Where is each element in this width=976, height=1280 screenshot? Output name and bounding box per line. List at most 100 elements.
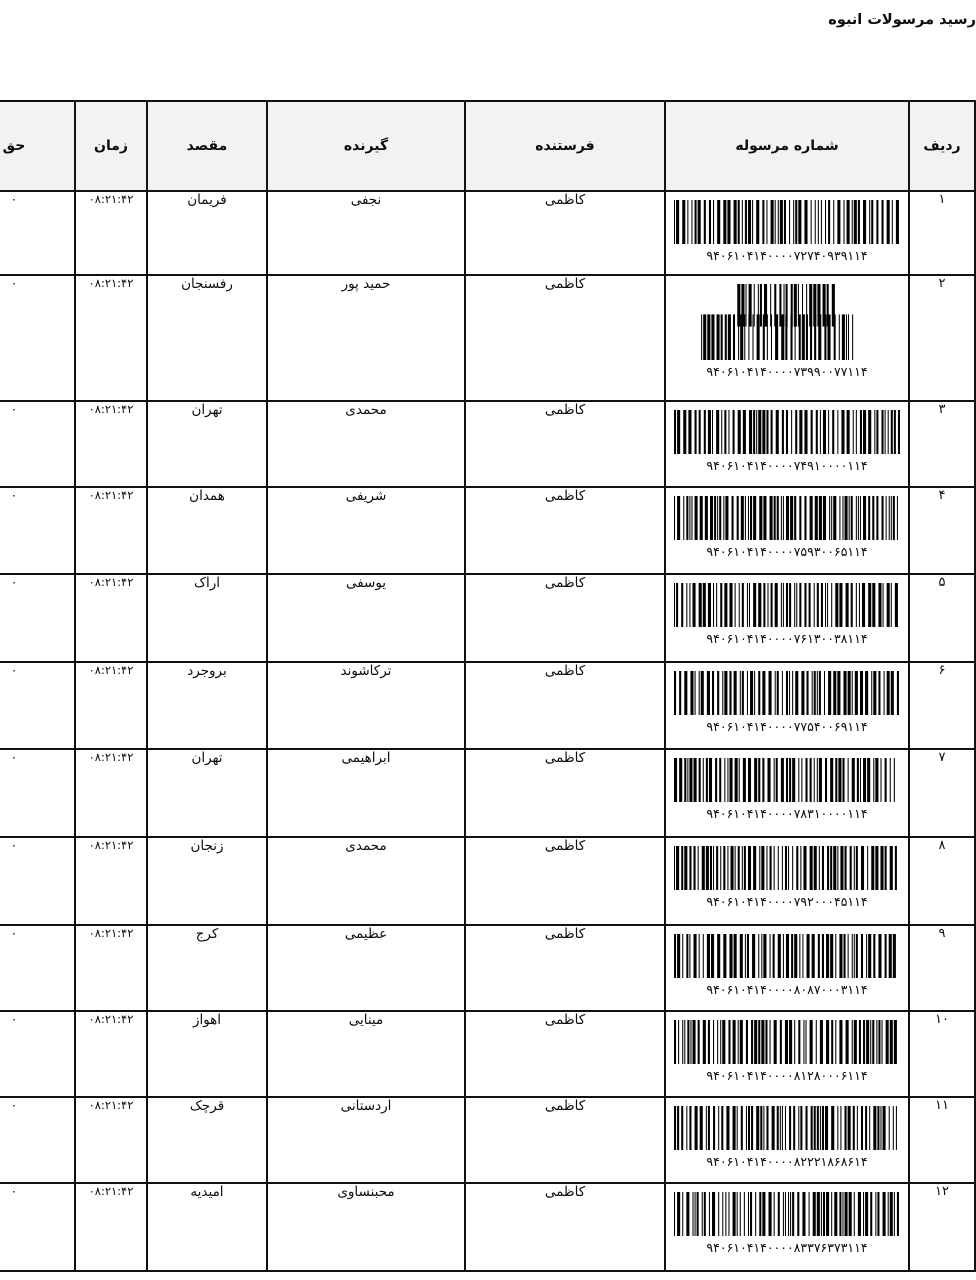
column-header-recipient: گیرنده (266, 100, 466, 192)
barcode-bars (674, 1192, 899, 1236)
cell-time: ۰۸:۲۱:۴۲ (74, 924, 148, 1012)
cell-recipient: شریفی (266, 486, 466, 575)
cell-tracking-barcode: ۹۴۰۶۱۰۴۱۴۰۰۰۰۸۲۲۲۱۸۶۸۶۱۴ (664, 1096, 910, 1184)
barcode-block: ۹۴۰۶۱۰۴۱۴۰۰۰۰۸۳۳۷۶۳۷۳۱۱۴ (666, 1184, 908, 1261)
table-row: ۱۲ ۹۴۰۶۱۰۴۱۴۰۰۰۰۸۳۳۷۶۳۷۳۱۱۴ کاظمی محبنساوی ا… (0, 1182, 976, 1272)
cell-time: ۰۸:۲۱:۴۲ (74, 274, 148, 402)
cell-sender: کاظمی (464, 1182, 666, 1272)
barcode-number: ۹۴۰۶۱۰۴۱۴۰۰۰۰۷۳۹۹۰۰۷۷۱۱۴ (706, 364, 868, 379)
cell-radif: ۷ (908, 748, 976, 838)
cell-sender: کاظمی (464, 836, 666, 926)
cell-radif: ۱ (908, 190, 976, 276)
cell-time: ۰۸:۲۱:۴۲ (74, 1010, 148, 1098)
cell-destination: بروجرد (146, 661, 268, 750)
cell-tracking-barcode: ۹۴۰۶۱۰۴۱۴۰۰۰۰۷۶۱۳۰۰۳۸۱۱۴ (664, 573, 910, 663)
barcode-number: ۹۴۰۶۱۰۴۱۴۰۰۰۰۷۶۱۳۰۰۳۸۱۱۴ (706, 631, 868, 646)
cell-radif: ۸ (908, 836, 976, 926)
cell-tracking-barcode: ۹۴۰۶۱۰۴۱۴۰۰۰۰۷۹۲۰۰۰۴۵۱۱۴ (664, 836, 910, 926)
cell-sender: کاظمی (464, 1096, 666, 1184)
barcode-bars (674, 583, 898, 627)
cell-radif: ۱۱ (908, 1096, 976, 1184)
cell-tracking-barcode: ۹۴۰۶۱۰۴۱۴۰۰۰۰۸۳۳۷۶۳۷۳۱۱۴ (664, 1182, 910, 1272)
barcode-block: ۹۴۰۶۱۰۴۱۴۰۰۰۰۸۲۲۲۱۸۶۸۶۱۴ (666, 1098, 908, 1175)
cell-sender: کاظمی (464, 924, 666, 1012)
cell-radif: ۲ (908, 274, 976, 402)
cell-sender: کاظمی (464, 661, 666, 750)
table-header-row: ردیف شماره مرسوله فرستنده گیرنده مقصد زم… (0, 100, 976, 192)
cell-tracking-barcode: ۹۴۰۶۱۰۴۱۴۰۰۰۰۷۴۹۱۰۰۰۰۱۱۴ (664, 400, 910, 488)
cell-haq: ۰ (0, 1010, 76, 1098)
cell-radif: ۴ (908, 486, 976, 575)
cell-haq: ۰ (0, 924, 76, 1012)
cell-recipient: اردستانی (266, 1096, 466, 1184)
cell-time: ۰۸:۲۱:۴۲ (74, 573, 148, 663)
cell-radif: ۹ (908, 924, 976, 1012)
cell-recipient: ترکاشوند (266, 661, 466, 750)
table-row: ۶ ۹۴۰۶۱۰۴۱۴۰۰۰۰۷۷۵۴۰۰۶۹۱۱۴ کاظمی ترکاشوند بر… (0, 661, 976, 750)
table-row: ۲ ۹۴۰۶۱۰۴۱۴۰۰۰۰۷۳۹۹۰۰۷۷۱۱۴ کاظمی حمید پور رف… (0, 274, 976, 402)
table-row: ۱۰ ۹۴۰۶۱۰۴۱۴۰۰۰۰۸۱۲۸۰۰۰۶۱۱۴ کاظمی مینایی اهو… (0, 1010, 976, 1098)
barcode-bars (701, 284, 854, 360)
cell-sender: کاظمی (464, 400, 666, 488)
cell-haq: ۰ (0, 573, 76, 663)
cell-destination: زنجان (146, 836, 268, 926)
barcode-block: ۹۴۰۶۱۰۴۱۴۰۰۰۰۷۶۱۳۰۰۳۸۱۱۴ (666, 575, 908, 652)
table-row: ۳ ۹۴۰۶۱۰۴۱۴۰۰۰۰۷۴۹۱۰۰۰۰۱۱۴ کاظمی محمدی تهران… (0, 400, 976, 488)
barcode-bars (674, 846, 897, 890)
cell-haq: ۰ (0, 1096, 76, 1184)
barcode-bars (674, 758, 895, 802)
cell-radif: ۵ (908, 573, 976, 663)
cell-destination: رفسنجان (146, 274, 268, 402)
cell-destination: فریمان (146, 190, 268, 276)
cell-recipient: عظیمی (266, 924, 466, 1012)
cell-haq: ۰ (0, 400, 76, 488)
table-row: ۱ ۹۴۰۶۱۰۴۱۴۰۰۰۰۷۲۷۴۰۹۳۹۱۱۴ کاظمی نجفی فریمان… (0, 190, 976, 276)
cell-haq: ۰ (0, 486, 76, 575)
table-row: ۱۱ ۹۴۰۶۱۰۴۱۴۰۰۰۰۸۲۲۲۱۸۶۸۶۱۴ کاظمی اردستانی ق… (0, 1096, 976, 1184)
cell-tracking-barcode: ۹۴۰۶۱۰۴۱۴۰۰۰۰۷۳۹۹۰۰۷۷۱۱۴ (664, 274, 910, 402)
barcode-number: ۹۴۰۶۱۰۴۱۴۰۰۰۰۷۷۵۴۰۰۶۹۱۱۴ (706, 719, 868, 734)
barcode-bars (674, 1020, 897, 1064)
table-row: ۵ ۹۴۰۶۱۰۴۱۴۰۰۰۰۷۶۱۳۰۰۳۸۱۱۴ کاظمی یوسفی اراک ۰… (0, 573, 976, 663)
shipment-manifest-table-wrapper: ردیف شماره مرسوله فرستنده گیرنده مقصد زم… (0, 100, 976, 1272)
cell-destination: امیدیه (146, 1182, 268, 1272)
cell-sender: کاظمی (464, 486, 666, 575)
barcode-number: ۹۴۰۶۱۰۴۱۴۰۰۰۰۷۹۲۰۰۰۴۵۱۱۴ (706, 894, 868, 909)
cell-destination: تهران (146, 400, 268, 488)
barcode-bars (674, 934, 896, 978)
cell-destination: قرچک (146, 1096, 268, 1184)
cell-radif: ۳ (908, 400, 976, 488)
cell-tracking-barcode: ۹۴۰۶۱۰۴۱۴۰۰۰۰۷۵۹۳۰۰۶۵۱۱۴ (664, 486, 910, 575)
cell-tracking-barcode: ۹۴۰۶۱۰۴۱۴۰۰۰۰۷۲۷۴۰۹۳۹۱۱۴ (664, 190, 910, 276)
barcode-bars (674, 200, 899, 244)
barcode-number: ۹۴۰۶۱۰۴۱۴۰۰۰۰۷۸۳۱۰۰۰۰۱۱۴ (706, 806, 868, 821)
cell-sender: کاظمی (464, 1010, 666, 1098)
barcode-block: ۹۴۰۶۱۰۴۱۴۰۰۰۰۷۲۷۴۰۹۳۹۱۱۴ (666, 192, 908, 269)
cell-recipient: محمدی (266, 836, 466, 926)
barcode-number: ۹۴۰۶۱۰۴۱۴۰۰۰۰۸۲۲۲۱۸۶۸۶۱۴ (706, 1154, 868, 1169)
cell-time: ۰۸:۲۱:۴۲ (74, 400, 148, 488)
barcode-block: ۹۴۰۶۱۰۴۱۴۰۰۰۰۷۹۲۰۰۰۴۵۱۱۴ (666, 838, 908, 915)
cell-radif: ۶ (908, 661, 976, 750)
barcode-block: ۹۴۰۶۱۰۴۱۴۰۰۰۰۷۸۳۱۰۰۰۰۱۱۴ (666, 750, 908, 827)
cell-destination: کرج (146, 924, 268, 1012)
table-row: ۴ ۹۴۰۶۱۰۴۱۴۰۰۰۰۷۵۹۳۰۰۶۵۱۱۴ کاظمی شریفی همدان… (0, 486, 976, 575)
cell-recipient: یوسفی (266, 573, 466, 663)
column-header-haq: حق (0, 100, 76, 192)
barcode-block: ۹۴۰۶۱۰۴۱۴۰۰۰۰۸۰۸۷۰۰۰۳۱۱۴ (666, 926, 908, 1003)
table-row: ۷ ۹۴۰۶۱۰۴۱۴۰۰۰۰۷۸۳۱۰۰۰۰۱۱۴ کاظمی ابراهیمی ته… (0, 748, 976, 838)
cell-haq: ۰ (0, 274, 76, 402)
cell-recipient: ابراهیمی (266, 748, 466, 838)
barcode-bars (674, 496, 898, 540)
cell-radif: ۱۲ (908, 1182, 976, 1272)
cell-recipient: نجفی (266, 190, 466, 276)
cell-sender: کاظمی (464, 748, 666, 838)
cell-haq: ۰ (0, 661, 76, 750)
column-header-sender: فرستنده (464, 100, 666, 192)
barcode-number: ۹۴۰۶۱۰۴۱۴۰۰۰۰۷۴۹۱۰۰۰۰۱۱۴ (706, 458, 868, 473)
cell-tracking-barcode: ۹۴۰۶۱۰۴۱۴۰۰۰۰۸۰۸۷۰۰۰۳۱۱۴ (664, 924, 910, 1012)
barcode-number: ۹۴۰۶۱۰۴۱۴۰۰۰۰۸۳۳۷۶۳۷۳۱۱۴ (706, 1240, 868, 1255)
cell-tracking-barcode: ۹۴۰۶۱۰۴۱۴۰۰۰۰۷۷۵۴۰۰۶۹۱۱۴ (664, 661, 910, 750)
cell-radif: ۱۰ (908, 1010, 976, 1098)
